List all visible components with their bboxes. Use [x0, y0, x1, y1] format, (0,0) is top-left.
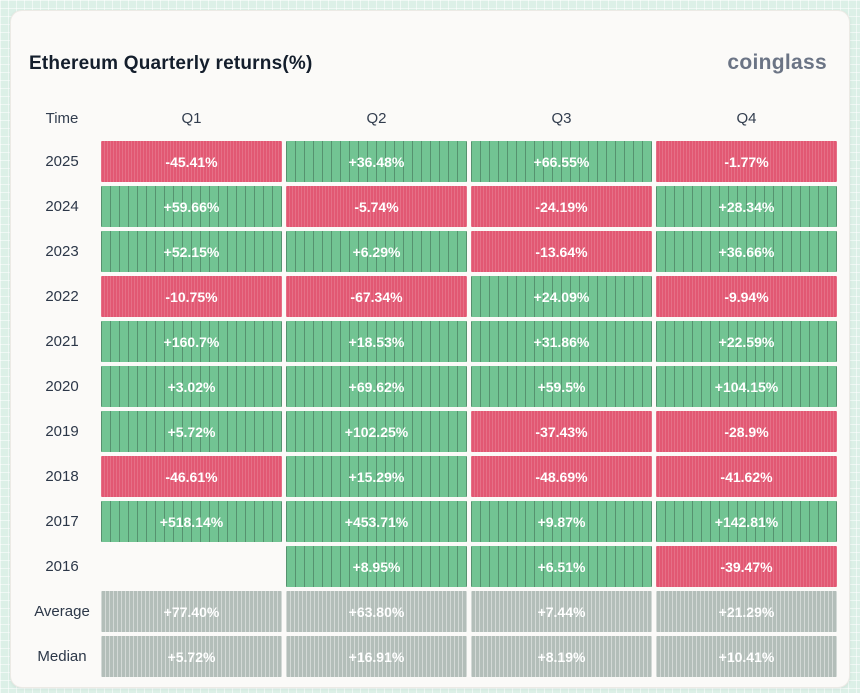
row-label-2019: 2019 [45, 423, 79, 440]
cell-2020-q4: +104.15% [656, 366, 837, 407]
cell-2018-q2: +15.29% [286, 456, 467, 497]
cell-2022-q3: +24.09% [471, 276, 652, 317]
cell-2021-q3: +31.86% [471, 321, 652, 362]
row-label-2021: 2021 [45, 333, 79, 350]
cell-2019-q3: -37.43% [471, 411, 652, 452]
cell-2018-q3: -48.69% [471, 456, 652, 497]
row-label-2025: 2025 [45, 153, 79, 170]
cell-2020-q3: +59.5% [471, 366, 652, 407]
cell-average-q1: +77.40% [101, 591, 282, 632]
cell-2023-q2: +6.29% [286, 231, 467, 272]
cell-2017-q4: +142.81% [656, 501, 837, 542]
cell-2016-q3: +6.51% [471, 546, 652, 587]
column-header-q4: Q4 [736, 109, 757, 127]
cell-2016-q2: +8.95% [286, 546, 467, 587]
row-label-2016: 2016 [45, 558, 79, 575]
cell-2019-q4: -28.9% [656, 411, 837, 452]
card-header: Ethereum Quarterly returns(%) coinglass [29, 51, 827, 75]
cell-2024-q1: +59.66% [101, 186, 282, 227]
cell-2025-q4: -1.77% [656, 141, 837, 182]
cell-2020-q2: +69.62% [286, 366, 467, 407]
cell-average-q3: +7.44% [471, 591, 652, 632]
page-title: Ethereum Quarterly returns(%) [29, 53, 313, 74]
cell-2025-q3: +66.55% [471, 141, 652, 182]
cell-median-q3: +8.19% [471, 636, 652, 677]
cell-median-q4: +10.41% [656, 636, 837, 677]
cell-2022-q4: -9.94% [656, 276, 837, 317]
cell-2022-q1: -10.75% [101, 276, 282, 317]
cell-2020-q1: +3.02% [101, 366, 282, 407]
cell-2017-q3: +9.87% [471, 501, 652, 542]
cell-average-q2: +63.80% [286, 591, 467, 632]
column-header-time: Time [45, 109, 79, 127]
row-label-2020: 2020 [45, 378, 79, 395]
cell-2016-q4: -39.47% [656, 546, 837, 587]
cell-2022-q2: -67.34% [286, 276, 467, 317]
cell-2023-q4: +36.66% [656, 231, 837, 272]
column-header-q1: Q1 [181, 109, 202, 127]
cell-2017-q2: +453.71% [286, 501, 467, 542]
returns-card: Ethereum Quarterly returns(%) coinglass … [10, 10, 850, 688]
cell-2018-q1: -46.61% [101, 456, 282, 497]
cell-2021-q4: +22.59% [656, 321, 837, 362]
cell-2025-q2: +36.48% [286, 141, 467, 182]
cell-median-q2: +16.91% [286, 636, 467, 677]
cell-2023-q1: +52.15% [101, 231, 282, 272]
cell-2016-q1 [101, 546, 282, 587]
cell-2019-q2: +102.25% [286, 411, 467, 452]
row-label-median: Median [37, 648, 87, 665]
coinglass-logo[interactable]: coinglass [727, 51, 827, 74]
column-header-row: Time Q1 Q2 Q3 Q4 [27, 105, 837, 131]
cell-2024-q2: -5.74% [286, 186, 467, 227]
cell-2021-q2: +18.53% [286, 321, 467, 362]
returns-grid-body: 2025 -45.41% +36.48% +66.55% -1.77% 2024 +59.6… [27, 141, 837, 677]
row-label-2022: 2022 [45, 288, 79, 305]
cell-2017-q1: +518.14% [101, 501, 282, 542]
column-header-q3: Q3 [551, 109, 572, 127]
row-label-2024: 2024 [45, 198, 79, 215]
cell-2021-q1: +160.7% [101, 321, 282, 362]
row-label-2018: 2018 [45, 468, 79, 485]
cell-median-q1: +5.72% [101, 636, 282, 677]
row-label-average: Average [34, 603, 90, 620]
row-label-2017: 2017 [45, 513, 79, 530]
column-header-q2: Q2 [366, 109, 387, 127]
cell-2018-q4: -41.62% [656, 456, 837, 497]
cell-2019-q1: +5.72% [101, 411, 282, 452]
cell-2025-q1: -45.41% [101, 141, 282, 182]
row-label-2023: 2023 [45, 243, 79, 260]
cell-average-q4: +21.29% [656, 591, 837, 632]
cell-2024-q4: +28.34% [656, 186, 837, 227]
cell-2024-q3: -24.19% [471, 186, 652, 227]
cell-2023-q3: -13.64% [471, 231, 652, 272]
